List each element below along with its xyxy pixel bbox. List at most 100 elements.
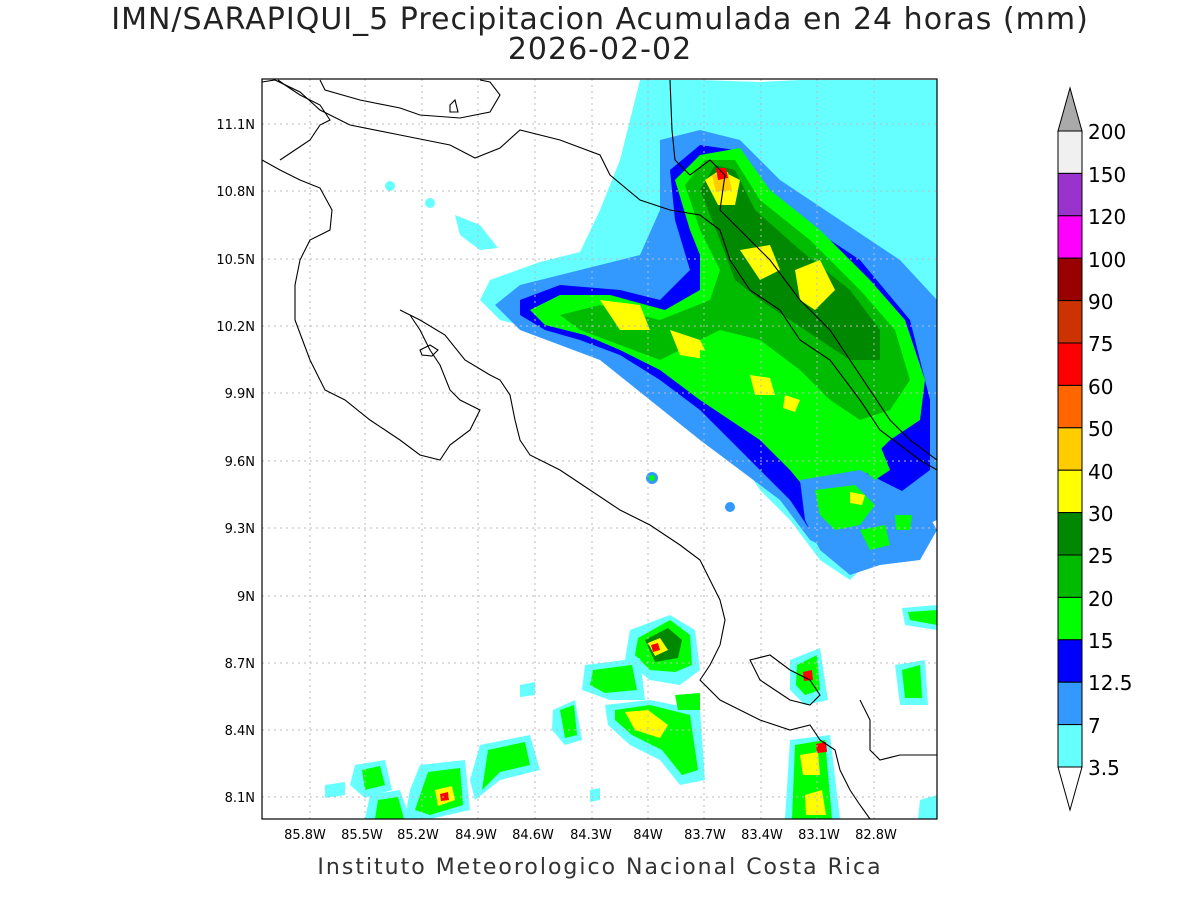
colorbar-label: 25 (1088, 544, 1113, 568)
colorbar-label: 15 (1088, 629, 1113, 653)
lon-tick-label: 84.3W (570, 828, 612, 843)
lat-tick-label: 8.1N (225, 791, 255, 806)
colorbar-swatch (1057, 215, 1083, 259)
lon-tick-label: 85.5W (341, 828, 383, 843)
precip-region-3.5 (325, 782, 345, 798)
precip-region-3.5 (520, 682, 535, 697)
colorbar-label: 40 (1088, 460, 1113, 484)
lat-tick-label: 10.2N (216, 320, 255, 335)
colorbar-swatch (1057, 596, 1083, 641)
colorbar-swatch (1057, 384, 1083, 429)
precip-region-30 (800, 752, 826, 815)
precip-region-3.5 (425, 198, 435, 208)
lon-tick-label: 84.9W (455, 828, 497, 843)
colorbar-label: 120 (1088, 205, 1126, 229)
precip-region-3.5 (918, 795, 937, 819)
colorbar-label: 200 (1088, 120, 1126, 144)
colorbar-label: 100 (1088, 248, 1126, 272)
lon-tick-label: 83.4W (741, 828, 783, 843)
colorbar-label: 3.5 (1088, 756, 1120, 780)
precip-region-15 (675, 693, 700, 710)
precip-region-3.5 (455, 215, 498, 250)
lat-tick-label: 11.1N (216, 118, 255, 133)
colorbar-swatch (1057, 554, 1083, 598)
lat-tick-label: 9.3N (225, 522, 255, 537)
institution-footer: Instituto Meteorologico Nacional Costa R… (317, 855, 883, 880)
precip-region-30 (850, 492, 865, 505)
colorbar-label: 7 (1088, 714, 1101, 738)
lat-tick-label: 9N (237, 590, 255, 605)
precip-region-15 (855, 440, 890, 480)
lat-tick-label: 8.7N (225, 657, 255, 672)
lon-tick-label: 85.8W (284, 828, 326, 843)
colorbar-swatch (1057, 300, 1083, 344)
colorbar-swatch (1057, 681, 1083, 726)
lake-island (449, 98, 459, 113)
precip-region-15 (902, 665, 922, 698)
nicaragua-coast-east (669, 79, 726, 211)
colorbar-swatch (1057, 724, 1083, 768)
colorbar-label: 30 (1088, 502, 1113, 526)
precip-region-30 (750, 375, 800, 412)
colorbar-swatch (1057, 342, 1083, 386)
precipitation-field (325, 80, 937, 819)
lon-tick-label: 84.6W (512, 828, 554, 843)
precip-region-30 (625, 710, 668, 738)
colorbar-label: 12.5 (1088, 671, 1133, 695)
colorbar-swatch (1057, 427, 1083, 471)
colorbar-label: 75 (1088, 332, 1113, 356)
precip-region-15 (560, 705, 577, 738)
precip-region-15 (908, 610, 937, 625)
lat-tick-label: 8.4N (225, 724, 255, 739)
lat-axis: 11.1N 10.8N 10.5N 10.2N 9.9N 9.6N 9.3N 9… (216, 118, 255, 806)
precip-region-15 (530, 148, 925, 520)
precip-region-60 (440, 792, 449, 801)
colorbar-label: 150 (1088, 163, 1126, 187)
precip-region-15 (375, 797, 404, 819)
colorbar-label: 90 (1088, 290, 1113, 314)
lon-tick-label: 83.7W (684, 828, 726, 843)
precip-region-60 (651, 643, 660, 652)
nicaragua-border (262, 79, 937, 471)
precip-region-15 (362, 766, 385, 790)
precip-region-25 (700, 165, 880, 360)
lon-axis: 85.8W 85.5W 85.2W 84.9W 84.6W 84.3W 84W … (284, 828, 897, 843)
lat-tick-label: 10.8N (216, 185, 255, 200)
lat-tick-label: 10.5N (216, 253, 255, 268)
coastlines (262, 79, 937, 819)
precip-region-15 (590, 665, 637, 693)
colorbar-swatch (1057, 512, 1083, 556)
precip-region-60 (816, 742, 827, 753)
gulf-nicoya-island (419, 344, 439, 357)
chart-date: 2026-02-02 (507, 32, 693, 67)
colorbar-swatch (1057, 172, 1083, 217)
map-grid (262, 79, 937, 819)
lat-tick-label: 9.9N (225, 387, 255, 402)
colorbar-swatch (1057, 469, 1083, 514)
colorbar-label: 50 (1088, 417, 1113, 441)
lon-tick-label: 83.1W (798, 828, 840, 843)
precip-region-7 (725, 502, 735, 512)
lon-tick-label: 82.8W (855, 828, 897, 843)
colorbar-label: 60 (1088, 375, 1113, 399)
lon-tick-label: 84W (633, 828, 663, 843)
colorbar-swatch (1057, 130, 1083, 174)
colorbar-swatch (1057, 257, 1083, 302)
colorbar: 200 150 120 100 90 75 60 50 40 30 25 20 … (1057, 86, 1133, 812)
lon-tick-label: 85.2W (397, 828, 439, 843)
panama-border (859, 699, 937, 761)
peninsula-osa (749, 654, 821, 706)
colorbar-bottom-arrow (1057, 766, 1083, 812)
pacific-coast (262, 159, 871, 819)
lake-nicaragua (319, 79, 501, 119)
precip-region-15 (815, 485, 912, 550)
colorbar-label: 20 (1088, 587, 1113, 611)
chart-title: IMN/SARAPIQUI_5 Precipitacion Acumulada … (111, 2, 1089, 37)
precip-region-3.5 (590, 788, 600, 802)
caribbean-coast (719, 209, 937, 461)
colorbar-swatch (1057, 639, 1083, 683)
colorbar-top-arrow (1057, 86, 1083, 132)
lat-tick-label: 9.6N (225, 455, 255, 470)
map-frame (261, 78, 938, 820)
